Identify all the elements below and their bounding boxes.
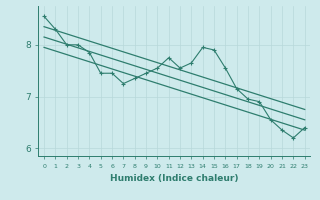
X-axis label: Humidex (Indice chaleur): Humidex (Indice chaleur) bbox=[110, 174, 239, 183]
